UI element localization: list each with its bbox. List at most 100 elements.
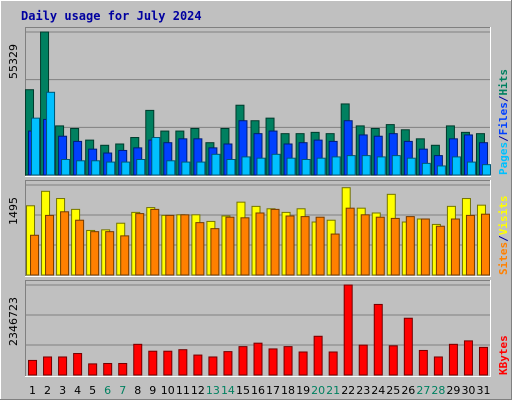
bar-sites-19 <box>300 216 310 276</box>
day-label-28: 28 <box>431 384 445 397</box>
legend-kbytes: KBytes <box>497 335 510 375</box>
bar-pages-6 <box>106 161 116 176</box>
bar-pages-22 <box>346 155 356 176</box>
bar-kbytes-15 <box>238 346 248 376</box>
bar-pages-10 <box>166 160 176 176</box>
bar-pages-1 <box>31 117 41 176</box>
day-label-24: 24 <box>371 384 385 397</box>
bar-kbytes-8 <box>133 343 143 376</box>
day-label-2: 2 <box>44 384 51 397</box>
bar-sites-12 <box>195 222 205 276</box>
bar-pages-25 <box>391 155 401 176</box>
bar-kbytes-25 <box>388 345 398 376</box>
bar-sites-5 <box>90 231 100 276</box>
day-label-29: 29 <box>446 384 460 397</box>
day-label-26: 26 <box>401 384 415 397</box>
bar-pages-16 <box>256 157 266 176</box>
bar-sites-22 <box>345 207 355 276</box>
bar-pages-7 <box>121 161 131 176</box>
day-label-21: 21 <box>326 384 340 397</box>
bar-kbytes-30 <box>463 340 473 376</box>
bar-kbytes-7 <box>118 362 128 376</box>
bar-kbytes-11 <box>178 349 188 376</box>
legend-sites-visits: Sites/Visits <box>497 196 510 276</box>
bar-sites-6 <box>105 231 115 276</box>
bar-sites-11 <box>180 214 190 276</box>
day-label-20: 20 <box>311 384 325 397</box>
bar-kbytes-3 <box>58 356 68 376</box>
bar-sites-15 <box>240 217 250 276</box>
bar-sites-13 <box>210 228 220 276</box>
day-label-23: 23 <box>356 384 370 397</box>
bar-kbytes-23 <box>358 344 368 376</box>
bar-pages-28 <box>436 165 446 176</box>
bar-sites-24 <box>375 216 385 276</box>
bar-sites-30 <box>465 214 475 276</box>
series-kbytes <box>28 284 488 376</box>
bar-pages-26 <box>406 157 416 176</box>
bar-kbytes-6 <box>103 362 113 376</box>
day-label-7: 7 <box>119 384 126 397</box>
bar-sites-4 <box>75 219 85 276</box>
bar-pages-21 <box>331 156 341 176</box>
day-label-13: 13 <box>206 384 220 397</box>
day-label-8: 8 <box>134 384 141 397</box>
legend-entry: Hits <box>497 69 510 96</box>
bar-sites-26 <box>405 216 415 276</box>
chart-panels: 55329Pages/Files/Hits1495Sites/Visits234… <box>7 27 510 377</box>
legend-entry: / <box>497 235 510 242</box>
day-label-3: 3 <box>59 384 66 397</box>
day-label-14: 14 <box>221 384 235 397</box>
bar-pages-24 <box>376 156 386 176</box>
bar-sites-20 <box>315 216 325 276</box>
bar-sites-1 <box>30 234 40 276</box>
bar-sites-28 <box>435 225 445 276</box>
bar-kbytes-18 <box>283 346 293 376</box>
bar-pages-19 <box>301 158 311 176</box>
bar-sites-27 <box>420 218 430 276</box>
bar-kbytes-21 <box>328 351 338 376</box>
bar-kbytes-19 <box>298 351 308 376</box>
bar-kbytes-28 <box>433 356 443 376</box>
panel-sites-visits: 1495 Sites/Visits <box>7 180 510 277</box>
legend-entry: Pages <box>497 142 510 175</box>
legend-entry: Sites <box>497 242 510 275</box>
bar-pages-23 <box>361 155 371 176</box>
day-label-6: 6 <box>104 384 111 397</box>
bar-sites-7 <box>120 235 130 276</box>
panel-kbytes: 2346723 KBytes <box>7 280 510 377</box>
day-label-9: 9 <box>149 384 156 397</box>
bar-pages-27 <box>421 162 431 176</box>
bar-pages-3 <box>61 158 71 176</box>
day-label-18: 18 <box>281 384 295 397</box>
bar-pages-17 <box>271 153 281 176</box>
day-label-25: 25 <box>386 384 400 397</box>
day-label-16: 16 <box>251 384 265 397</box>
bar-kbytes-5 <box>88 363 98 376</box>
bar-sites-16 <box>255 212 265 276</box>
day-label-12: 12 <box>191 384 205 397</box>
bar-kbytes-24 <box>373 303 383 376</box>
series-pages <box>31 91 491 176</box>
bar-kbytes-27 <box>418 349 428 376</box>
bar-sites-29 <box>450 218 460 276</box>
legend-pages-files-hits: Pages/Files/Hits <box>497 69 510 175</box>
bar-kbytes-31 <box>478 346 488 376</box>
bar-kbytes-4 <box>73 353 83 376</box>
bar-pages-18 <box>286 157 296 176</box>
day-label-10: 10 <box>161 384 175 397</box>
bar-kbytes-16 <box>253 342 263 376</box>
bar-pages-29 <box>451 156 461 176</box>
day-labels: 1 2 3 4 5 6 7 8 9 10 11 12 13 14 15 16 17 18 19 20 21 22 23 24 2… <box>29 384 490 397</box>
day-label-17: 17 <box>266 384 280 397</box>
bar-kbytes-29 <box>448 343 458 376</box>
bar-sites-10 <box>165 214 175 276</box>
day-label-4: 4 <box>74 384 81 397</box>
bar-sites-9 <box>150 208 160 276</box>
bar-sites-18 <box>285 215 295 276</box>
bar-sites-25 <box>390 217 400 276</box>
bar-pages-9 <box>151 137 161 176</box>
day-label-31: 31 <box>476 384 490 397</box>
bar-kbytes-14 <box>223 351 233 376</box>
